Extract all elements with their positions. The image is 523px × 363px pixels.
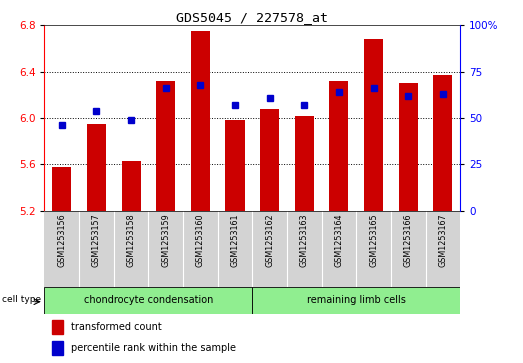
Bar (399, 83, 418, 211)
Bar (121, 161, 141, 211)
Text: GSM1253158: GSM1253158 (127, 213, 135, 267)
Text: GSM1253160: GSM1253160 (196, 213, 205, 267)
Text: GSM1253167: GSM1253167 (438, 213, 447, 267)
Bar (329, 81, 348, 211)
Bar (87, 124, 106, 211)
Bar (434, 75, 452, 211)
Bar (52, 320, 63, 334)
Text: cell type: cell type (2, 294, 41, 303)
Text: GSM1253159: GSM1253159 (161, 213, 170, 267)
Bar (295, 116, 314, 211)
Text: GSM1253163: GSM1253163 (300, 213, 309, 267)
Text: GSM1253157: GSM1253157 (92, 213, 101, 267)
Text: chondrocyte condensation: chondrocyte condensation (84, 295, 213, 305)
Bar (260, 109, 279, 211)
Text: GSM1253156: GSM1253156 (58, 213, 66, 267)
Bar (44, 287, 252, 314)
Bar (253, 287, 460, 314)
Text: GSM1253165: GSM1253165 (369, 213, 378, 267)
Text: transformed count: transformed count (71, 322, 162, 332)
Text: percentile rank within the sample: percentile rank within the sample (71, 343, 236, 353)
Bar (364, 39, 383, 211)
Bar (52, 167, 71, 211)
Text: GSM1253161: GSM1253161 (231, 213, 240, 267)
Bar (191, 31, 210, 211)
Bar (225, 120, 245, 211)
Bar (52, 340, 63, 355)
Title: GDS5045 / 227578_at: GDS5045 / 227578_at (176, 11, 328, 24)
Text: GSM1253166: GSM1253166 (404, 213, 413, 267)
Bar (156, 81, 175, 211)
Text: GSM1253162: GSM1253162 (265, 213, 274, 267)
Text: remaining limb cells: remaining limb cells (307, 295, 406, 305)
Text: GSM1253164: GSM1253164 (335, 213, 344, 267)
